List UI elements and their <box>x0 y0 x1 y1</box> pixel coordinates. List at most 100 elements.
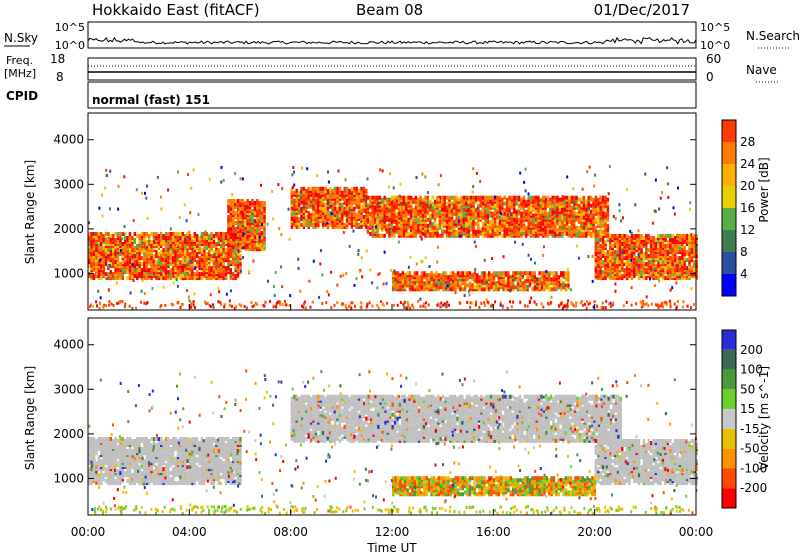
power-cell <box>473 285 476 290</box>
power-cell <box>552 271 556 276</box>
power-cell <box>326 198 330 203</box>
power-cell <box>450 201 454 206</box>
power-cell <box>409 219 413 224</box>
power-cell <box>561 217 564 222</box>
power-cell <box>606 272 610 277</box>
power-cell <box>447 275 450 280</box>
power-cell <box>321 190 325 195</box>
power-cell <box>657 267 660 271</box>
power-cell <box>92 274 96 279</box>
power-cell <box>561 197 564 202</box>
power-cell <box>417 197 420 202</box>
power-cell <box>395 211 398 216</box>
power-cell <box>353 214 356 219</box>
power-cell <box>519 271 522 276</box>
power-cell <box>575 217 578 222</box>
power-cell <box>546 217 550 222</box>
power-cell <box>606 250 610 255</box>
power-cell <box>248 237 252 242</box>
power-cell <box>601 195 605 200</box>
power-cell <box>143 238 146 242</box>
power-cell <box>119 238 122 242</box>
power-cell <box>515 195 518 200</box>
power-cell <box>140 262 144 267</box>
power-cell <box>212 250 216 255</box>
power-cell <box>143 272 146 277</box>
power-cell <box>510 195 514 200</box>
power-cell <box>299 289 302 293</box>
power-cell <box>426 217 430 222</box>
power-cell <box>553 217 557 222</box>
power-cell <box>152 246 156 251</box>
power-cell <box>601 236 605 240</box>
power-cell <box>253 235 257 240</box>
power-cell <box>450 223 454 228</box>
power-cell <box>402 195 406 200</box>
power-cell <box>167 232 170 236</box>
power-cell <box>695 248 698 253</box>
power-cell <box>185 219 188 223</box>
power-cell <box>233 203 236 207</box>
power-cell <box>157 238 160 242</box>
power-cell <box>460 207 463 212</box>
power-cell <box>381 197 384 202</box>
power-cell <box>355 186 358 191</box>
power-cell <box>172 258 175 263</box>
power-cell <box>428 273 431 278</box>
power-cell <box>260 247 264 252</box>
power-cell <box>528 279 532 284</box>
power-cell <box>104 248 108 253</box>
power-cell <box>100 264 103 269</box>
power-cell <box>256 235 259 240</box>
power-cell <box>123 225 126 228</box>
power-cell <box>131 268 134 273</box>
power-cell <box>497 277 500 282</box>
power-cell <box>196 238 199 242</box>
power-cell <box>669 246 672 251</box>
power-cell <box>317 186 320 191</box>
power-cell <box>577 229 581 234</box>
power-cell <box>652 246 655 251</box>
power-cell <box>483 271 486 276</box>
power-cell <box>378 223 382 228</box>
power-cell <box>244 239 247 244</box>
power-cell <box>416 285 419 290</box>
power-cell <box>453 203 456 208</box>
power-cell <box>537 195 540 200</box>
power-cell <box>457 215 461 220</box>
freq-label-line2: [MHz] <box>4 67 36 80</box>
power-cell <box>246 207 249 212</box>
power-cell <box>609 301 612 305</box>
power-cell <box>462 223 466 228</box>
power-cell <box>133 246 136 251</box>
power-cell <box>155 232 158 236</box>
power-cell <box>138 268 141 273</box>
power-cell <box>321 186 325 191</box>
power-cell <box>365 194 368 199</box>
power-cell <box>128 268 132 273</box>
power-cell <box>357 249 360 253</box>
power-cell <box>673 236 677 240</box>
power-cell <box>230 289 232 293</box>
power-cell <box>577 225 581 230</box>
power-cell <box>389 172 391 176</box>
power-cell <box>538 285 541 290</box>
power-cell <box>466 283 469 288</box>
power-cell <box>442 271 445 276</box>
power-cell <box>424 209 427 214</box>
power-cell <box>486 219 490 224</box>
power-cell <box>477 195 480 200</box>
power-cell <box>200 232 204 236</box>
power-cell <box>445 229 449 234</box>
power-cell <box>544 211 547 216</box>
power-cell <box>104 232 108 236</box>
power-cell <box>625 234 629 238</box>
power-cell <box>290 214 294 219</box>
power-cell <box>635 234 638 238</box>
power-cell <box>383 217 386 222</box>
power-cell <box>431 221 434 226</box>
power-cell <box>460 213 463 218</box>
power-cell <box>421 172 424 176</box>
power-cell <box>562 285 565 290</box>
power-cell <box>558 201 562 206</box>
